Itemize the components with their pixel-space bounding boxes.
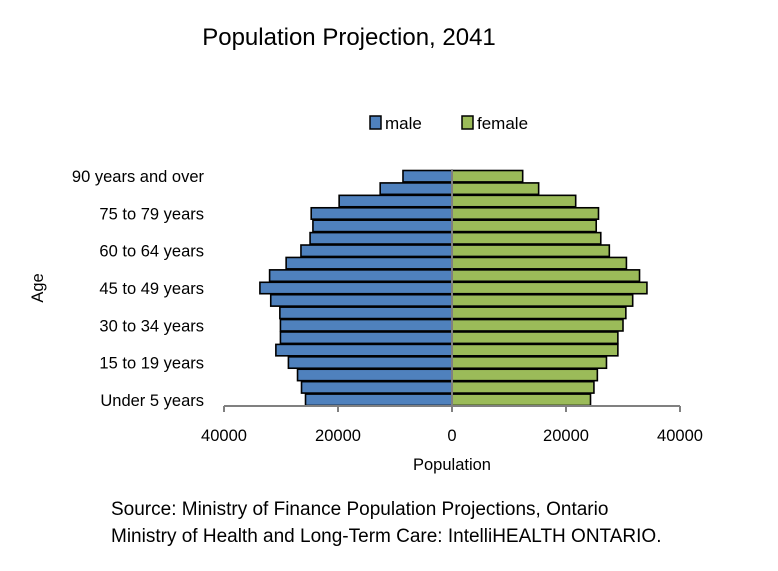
y-tick-label: 30 to 34 years xyxy=(99,317,204,335)
x-tick-label: 40000 xyxy=(657,427,703,445)
y-tick-label: 60 to 64 years xyxy=(99,243,204,261)
x-tick-label: 20000 xyxy=(315,427,361,445)
bar-female-65-to-69-years xyxy=(451,231,602,245)
bar-male-45-to-49-years xyxy=(259,281,453,295)
bar-female-5-to-9-years xyxy=(451,380,595,394)
legend-label-female: female xyxy=(477,114,528,133)
bar-female-50-to-54-years xyxy=(451,269,641,283)
bar-male-5-to-9-years xyxy=(300,380,453,394)
bar-male-70-to-74-years xyxy=(312,219,453,233)
x-tick-labels: 40000 20000 0 20000 40000 xyxy=(201,427,703,445)
bar-male-10-to-14-years xyxy=(296,368,453,382)
y-tick-label: 15 to 19 years xyxy=(99,355,204,373)
y-tick-label: 90 years and over xyxy=(72,168,205,186)
x-axis-title: Population xyxy=(413,456,491,474)
bar-male-55-to-59-years xyxy=(285,256,453,270)
x-tick-label: 40000 xyxy=(201,427,247,445)
y-tick-labels: 90 years and over 75 to 79 years 60 to 64 … xyxy=(72,168,205,410)
bar-male-40-to-44-years xyxy=(269,293,453,307)
chart-title: Population Projection, 2041 xyxy=(202,24,496,51)
y-tick-label: Under 5 years xyxy=(100,392,204,410)
y-tick-label: 45 to 49 years xyxy=(99,280,204,298)
bar-female-20-to-24-years xyxy=(451,343,619,357)
bar-female-10-to-14-years xyxy=(451,368,599,382)
source-line-2: Ministry of Health and Long-Term Care: I… xyxy=(111,526,662,547)
bar-female-85-to-89-years xyxy=(451,182,540,196)
bar-female-30-to-34-years xyxy=(451,318,624,332)
bar-female-15-to-19-years xyxy=(451,356,608,370)
bar-female-35-to-39-years xyxy=(451,306,627,320)
bar-female-55-to-59-years xyxy=(451,256,628,270)
y-tick-label: 75 to 79 years xyxy=(99,205,204,223)
bar-female-75-to-79-years xyxy=(451,206,600,220)
source-note: Source: Ministry of Finance Population P… xyxy=(111,496,661,550)
bar-male-50-to-54-years xyxy=(268,269,453,283)
x-tick-label: 20000 xyxy=(543,427,589,445)
bar-male-90-years-and-over xyxy=(402,169,453,183)
bar-male-30-to-34-years xyxy=(279,318,453,332)
legend-label-male: male xyxy=(385,114,422,133)
y-axis-title: Age xyxy=(29,273,47,302)
x-tick-label: 0 xyxy=(447,427,456,445)
bar-male-25-to-29-years xyxy=(279,331,453,345)
bar-female-70-to-74-years xyxy=(451,219,598,233)
bar-male-under-5-years xyxy=(304,393,453,407)
legend-swatch-female xyxy=(461,115,474,130)
bar-female-25-to-29-years xyxy=(451,331,619,345)
bar-female-90-years-and-over xyxy=(451,169,524,183)
axes-group xyxy=(223,170,681,412)
population-pyramid-chart: Population Projection, 2041 male female … xyxy=(29,24,703,474)
bar-male-85-to-89-years xyxy=(379,182,453,196)
legend-swatch-male xyxy=(369,115,382,130)
bar-male-65-to-69-years xyxy=(309,231,453,245)
bar-male-60-to-64-years xyxy=(300,244,453,258)
legend: male female xyxy=(369,114,528,133)
bar-female-40-to-44-years xyxy=(451,293,634,307)
bar-male-15-to-19-years xyxy=(287,356,453,370)
bar-female-45-to-49-years xyxy=(451,281,648,295)
bars-group xyxy=(259,169,648,407)
bar-male-20-to-24-years xyxy=(275,343,453,357)
bar-male-80-to-84-years xyxy=(338,194,453,208)
bar-female-under-5-years xyxy=(451,393,592,407)
source-line-1: Source: Ministry of Finance Population P… xyxy=(111,499,609,520)
bar-male-75-to-79-years xyxy=(310,206,453,220)
bar-female-60-to-64-years xyxy=(451,244,611,258)
bar-male-35-to-39-years xyxy=(279,306,453,320)
bar-female-80-to-84-years xyxy=(451,194,577,208)
